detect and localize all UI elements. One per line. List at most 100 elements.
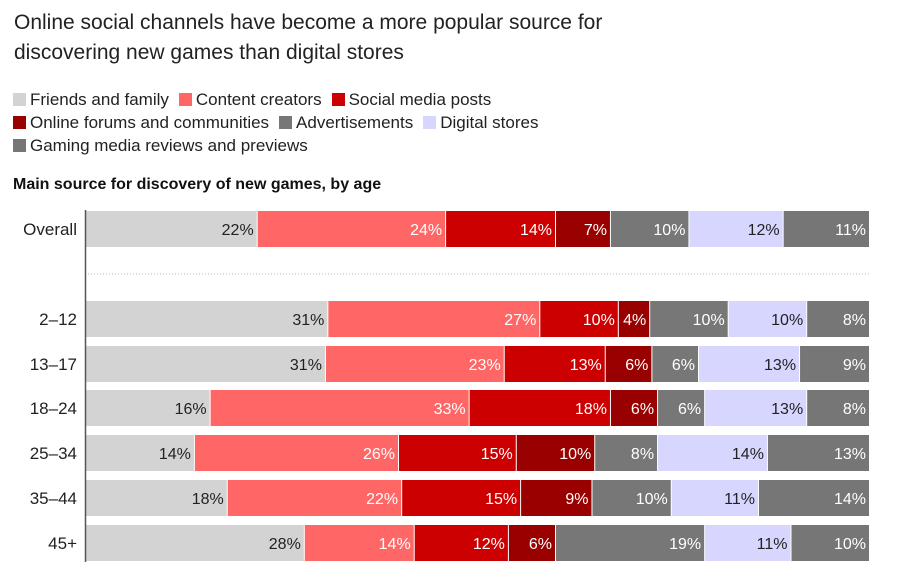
data-label: 24% [410, 222, 442, 239]
data-label: 6% [672, 357, 695, 374]
legend-swatch [279, 116, 293, 129]
data-label: 12% [473, 536, 505, 553]
category-label: Overall [23, 220, 77, 239]
data-label: 33% [434, 401, 466, 418]
bar-segment [516, 435, 595, 471]
bar-segment [85, 211, 257, 247]
legend-swatch [13, 139, 26, 152]
legend-swatch [13, 116, 26, 129]
bar-segment [699, 346, 800, 382]
bar-segment [595, 435, 658, 471]
bar-segment [402, 480, 521, 516]
bar-segment [807, 390, 869, 426]
bar-segment [85, 435, 194, 471]
data-label: 11% [757, 536, 788, 553]
data-label: 14% [732, 446, 764, 463]
bar-segment [257, 211, 446, 247]
data-label: 9% [565, 491, 588, 508]
data-label: 22% [366, 491, 398, 508]
data-label: 13% [834, 446, 866, 463]
data-label: 15% [485, 491, 517, 508]
data-label: 14% [520, 222, 552, 239]
legend: Friends and family Content creators Social… [13, 88, 653, 157]
data-label: 6% [631, 401, 654, 418]
data-label: 10% [693, 312, 725, 329]
data-label: 6% [529, 536, 552, 553]
bar-segment [791, 525, 869, 561]
legend-swatch [178, 93, 192, 106]
data-label: 18% [192, 491, 224, 508]
bar-segment [194, 435, 398, 471]
data-label: 7% [584, 222, 607, 239]
legend-label: Advertisements [296, 113, 414, 132]
data-label: 10% [583, 312, 615, 329]
bar-segment [767, 435, 869, 471]
category-label: 18–24 [30, 399, 77, 418]
data-label: 26% [363, 446, 395, 463]
bar-segment [758, 480, 869, 516]
data-label: 10% [559, 446, 591, 463]
bar-segment [85, 346, 325, 382]
data-label: 10% [771, 312, 803, 329]
data-label: 6% [625, 357, 648, 374]
data-label: 14% [834, 491, 866, 508]
bar-segment [85, 480, 227, 516]
legend-label: Friends and family [30, 90, 169, 109]
bar-segment [85, 525, 304, 561]
data-label: 31% [292, 312, 324, 329]
data-label: 8% [843, 312, 866, 329]
bar-segment [652, 346, 699, 382]
legend-label: Social media posts [348, 90, 492, 109]
category-label: 45+ [48, 534, 77, 553]
data-label: 13% [771, 401, 803, 418]
legend-label: Gaming media reviews and previews [30, 136, 308, 155]
bar-segment [446, 211, 555, 247]
bar-segment [618, 301, 650, 337]
bar-segment [540, 301, 618, 337]
data-label: 31% [290, 357, 322, 374]
bar-segment [610, 211, 689, 247]
legend-item: Online forums and communities [13, 111, 269, 134]
category-label: 35–44 [30, 489, 77, 508]
bar-segment [328, 301, 540, 337]
bar-segment [227, 480, 402, 516]
data-label: 14% [159, 446, 191, 463]
bar-segment [705, 525, 791, 561]
legend-swatch [423, 116, 437, 129]
bar-segment [508, 525, 555, 561]
data-label: 10% [653, 222, 685, 239]
data-label: 4% [623, 312, 646, 329]
bar-segment [469, 390, 610, 426]
legend-item: Advertisements [279, 111, 413, 134]
legend-item: Digital stores [423, 111, 538, 134]
data-label: 11% [835, 222, 866, 239]
chart-title: Online social channels have become a mor… [14, 11, 603, 64]
bar-segment [521, 480, 592, 516]
data-label: 10% [834, 536, 866, 553]
bar-segment [807, 301, 869, 337]
legend-swatch [13, 93, 26, 106]
category-label: 25–34 [30, 444, 77, 463]
bar-segment [85, 301, 328, 337]
legend-item: Gaming media reviews and previews [13, 134, 308, 157]
bar-segment [658, 435, 767, 471]
bar-segment [800, 346, 869, 382]
bar-segment [650, 301, 728, 337]
data-label: 23% [469, 357, 501, 374]
legend-swatch [331, 93, 345, 106]
legend-item: Social media posts [331, 88, 492, 111]
bar-segment [399, 435, 516, 471]
data-label: 12% [748, 222, 780, 239]
data-label: 13% [764, 357, 796, 374]
legend-item: Friends and family [13, 88, 169, 111]
data-label: 27% [504, 312, 536, 329]
legend-label: Online forums and communities [30, 113, 270, 132]
bar-segment [325, 346, 504, 382]
data-label: 8% [631, 446, 654, 463]
bar-segment [210, 390, 469, 426]
data-label: 11% [724, 491, 755, 508]
bar-segment [705, 390, 807, 426]
legend-item: Content creators [178, 88, 322, 111]
data-label: 28% [269, 536, 301, 553]
